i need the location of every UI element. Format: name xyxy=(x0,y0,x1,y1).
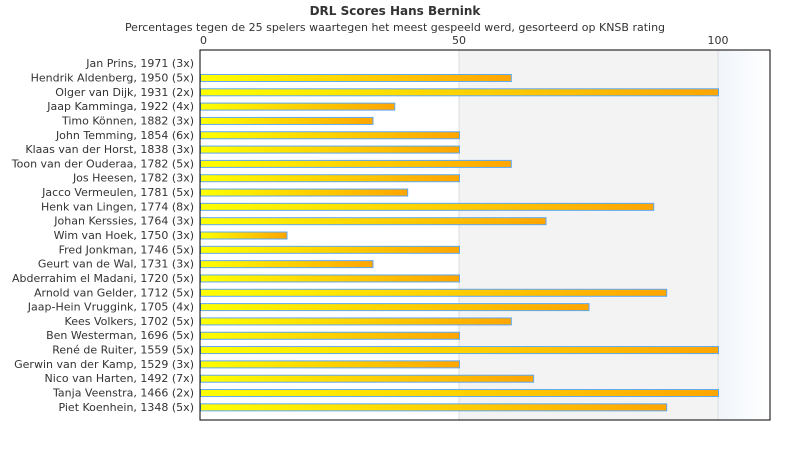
category-label: Gerwin van der Kamp, 1529 (3x) xyxy=(14,358,194,371)
bar xyxy=(200,389,719,398)
category-label: Olger van Dijk, 1931 (2x) xyxy=(55,86,194,99)
category-label: Henk van Lingen, 1774 (8x) xyxy=(41,200,194,213)
category-label: Piet Koenhein, 1348 (5x) xyxy=(58,401,194,414)
category-label: Toon van der Ouderaa, 1782 (5x) xyxy=(11,157,194,170)
category-label: Abderrahim el Madani, 1720 (5x) xyxy=(12,272,194,285)
bar xyxy=(200,331,460,340)
category-label: Kees Volkers, 1702 (5x) xyxy=(65,315,194,328)
category-label: Nico van Harten, 1492 (7x) xyxy=(45,372,194,385)
bar xyxy=(200,73,512,82)
category-label: Klaas van der Horst, 1838 (3x) xyxy=(25,143,194,156)
bar xyxy=(200,217,547,226)
bar xyxy=(200,202,655,211)
category-label: Wim van Hoek, 1750 (3x) xyxy=(54,229,194,242)
chart-title: DRL Scores Hans Bernink xyxy=(309,4,481,18)
bar xyxy=(200,360,460,369)
category-label: Jaap Kamminga, 1922 (4x) xyxy=(46,100,194,113)
bar xyxy=(200,145,460,154)
category-label: Timo Können, 1882 (3x) xyxy=(61,114,194,127)
bar xyxy=(200,303,590,312)
chart-subtitle: Percentages tegen de 25 spelers waartege… xyxy=(124,21,666,34)
category-label: Jaap-Hein Vruggink, 1705 (4x) xyxy=(27,301,194,314)
bar xyxy=(200,174,460,183)
bar xyxy=(200,116,374,125)
bar xyxy=(200,102,396,111)
bar xyxy=(200,374,535,383)
x-tick-label: 0 xyxy=(200,34,207,47)
category-label: John Temming, 1854 (6x) xyxy=(55,129,194,142)
bar xyxy=(200,274,460,283)
band-100-plus xyxy=(718,50,770,420)
bar xyxy=(200,317,512,326)
category-label: Fred Jonkman, 1746 (5x) xyxy=(59,243,194,256)
bar xyxy=(200,88,719,97)
plot-frame xyxy=(199,49,771,421)
bar xyxy=(200,403,668,412)
bar xyxy=(200,131,460,140)
x-tick-label: 50 xyxy=(452,34,466,47)
bar xyxy=(200,288,668,297)
category-label: Johan Kerssies, 1764 (3x) xyxy=(53,215,194,228)
bar xyxy=(200,231,288,240)
category-label: Jacco Vermeulen, 1781 (5x) xyxy=(41,186,194,199)
band-50-100 xyxy=(459,50,718,420)
category-label: Ben Westerman, 1696 (5x) xyxy=(46,329,194,342)
bar xyxy=(200,245,460,254)
category-label: Arnold van Gelder, 1712 (5x) xyxy=(34,286,194,299)
category-label: Tanja Veenstra, 1466 (2x) xyxy=(52,387,194,400)
x-tick-label: 100 xyxy=(708,34,729,47)
bar xyxy=(200,260,374,269)
category-label: Jos Heesen, 1782 (3x) xyxy=(72,172,194,185)
bar xyxy=(200,159,512,168)
bar xyxy=(200,188,409,197)
category-label: Geurt van de Wal, 1731 (3x) xyxy=(38,258,194,271)
bar xyxy=(200,346,719,355)
category-label: René de Ruiter, 1559 (5x) xyxy=(52,344,194,357)
category-label: Hendrik Aldenberg, 1950 (5x) xyxy=(31,71,194,84)
category-label: Jan Prins, 1971 (3x) xyxy=(85,57,194,70)
